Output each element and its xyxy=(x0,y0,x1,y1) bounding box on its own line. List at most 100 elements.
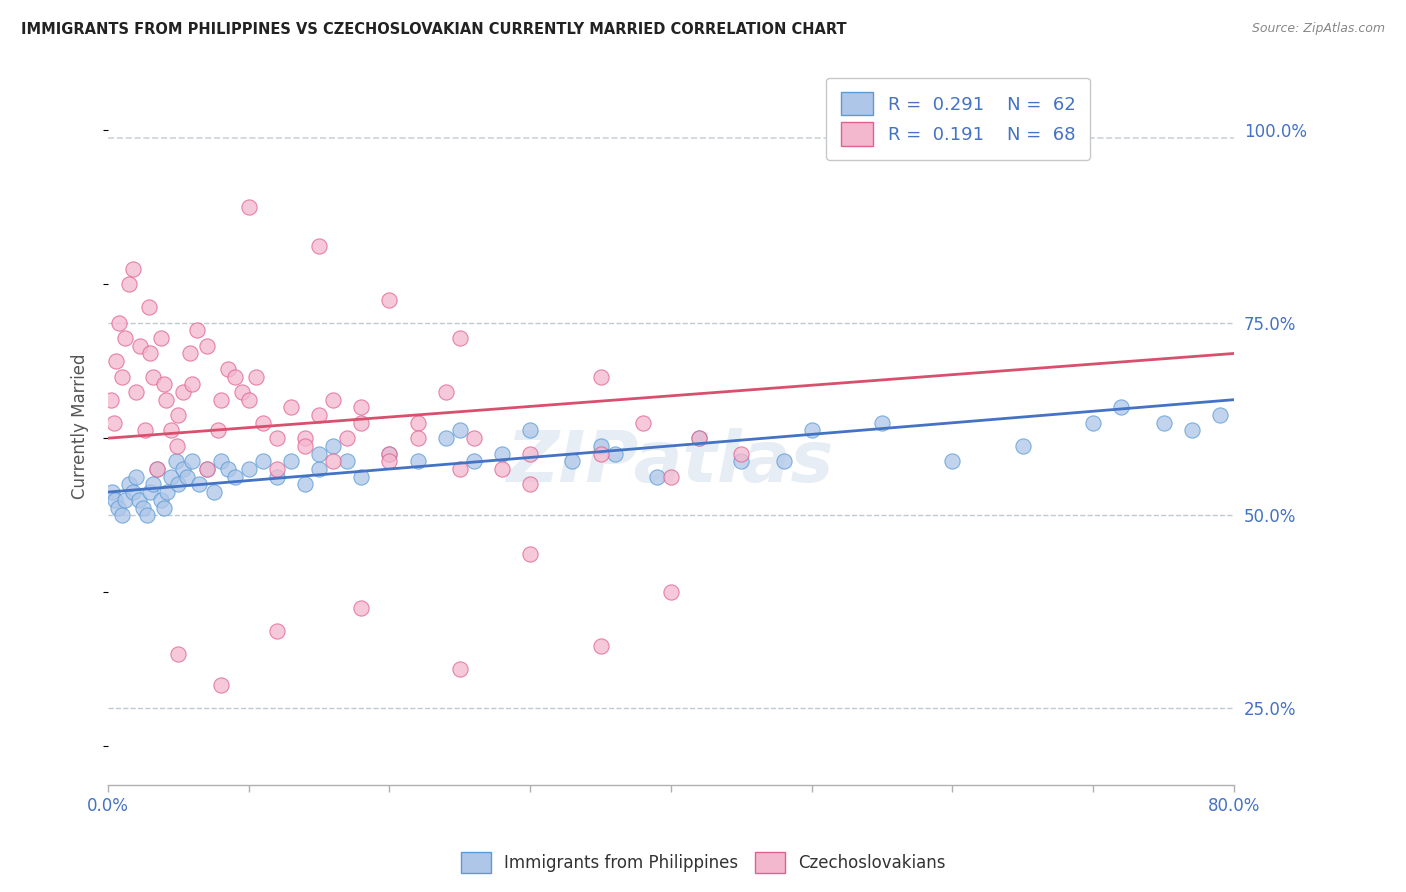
Point xyxy=(659,469,682,483)
Point xyxy=(941,454,963,468)
Point xyxy=(238,392,260,407)
Point xyxy=(336,454,359,468)
Text: ZIPatlas: ZIPatlas xyxy=(508,428,835,497)
Point xyxy=(449,462,471,476)
Point xyxy=(1011,439,1033,453)
Text: Source: ZipAtlas.com: Source: ZipAtlas.com xyxy=(1251,22,1385,36)
Point xyxy=(449,331,471,345)
Point xyxy=(434,431,457,445)
Point xyxy=(217,362,239,376)
Point xyxy=(266,624,288,638)
Point xyxy=(146,462,169,476)
Point xyxy=(100,392,122,407)
Point xyxy=(491,462,513,476)
Point xyxy=(132,500,155,515)
Point xyxy=(231,384,253,399)
Point xyxy=(406,416,429,430)
Point xyxy=(772,454,794,468)
Point xyxy=(122,261,145,276)
Point xyxy=(128,492,150,507)
Point xyxy=(238,462,260,476)
Point xyxy=(172,384,194,399)
Point xyxy=(125,469,148,483)
Point xyxy=(294,477,316,491)
Point xyxy=(181,454,204,468)
Point xyxy=(266,469,288,483)
Point xyxy=(1209,408,1232,422)
Point xyxy=(308,462,330,476)
Point xyxy=(142,477,165,491)
Point xyxy=(207,424,229,438)
Point xyxy=(589,439,612,453)
Point xyxy=(631,416,654,430)
Point xyxy=(434,384,457,399)
Point xyxy=(294,431,316,445)
Legend: Immigrants from Philippines, Czechoslovakians: Immigrants from Philippines, Czechoslova… xyxy=(454,846,952,880)
Point xyxy=(589,369,612,384)
Point xyxy=(155,392,177,407)
Point xyxy=(252,454,274,468)
Point xyxy=(139,346,162,360)
Point xyxy=(139,485,162,500)
Point xyxy=(166,439,188,453)
Point xyxy=(406,431,429,445)
Point xyxy=(519,547,541,561)
Point xyxy=(870,416,893,430)
Point xyxy=(114,331,136,345)
Point xyxy=(153,500,176,515)
Point xyxy=(688,431,710,445)
Point xyxy=(179,346,201,360)
Point xyxy=(603,447,626,461)
Point xyxy=(224,469,246,483)
Point xyxy=(111,369,134,384)
Point xyxy=(1111,401,1133,415)
Point xyxy=(195,462,218,476)
Text: IMMIGRANTS FROM PHILIPPINES VS CZECHOSLOVAKIAN CURRENTLY MARRIED CORRELATION CHA: IMMIGRANTS FROM PHILIPPINES VS CZECHOSLO… xyxy=(21,22,846,37)
Point xyxy=(118,477,141,491)
Point xyxy=(730,447,752,461)
Point xyxy=(1083,416,1105,430)
Point xyxy=(378,293,401,307)
Point xyxy=(138,300,160,314)
Point xyxy=(167,477,190,491)
Point xyxy=(165,454,187,468)
Point xyxy=(209,392,232,407)
Point xyxy=(280,454,302,468)
Point xyxy=(589,639,612,653)
Point xyxy=(160,424,183,438)
Point xyxy=(167,647,190,661)
Point xyxy=(322,439,344,453)
Point xyxy=(1153,416,1175,430)
Point xyxy=(378,447,401,461)
Point xyxy=(350,600,373,615)
Point xyxy=(153,377,176,392)
Point xyxy=(209,454,232,468)
Point xyxy=(519,447,541,461)
Point xyxy=(322,454,344,468)
Point xyxy=(186,323,208,337)
Point xyxy=(350,401,373,415)
Point xyxy=(336,431,359,445)
Point xyxy=(156,485,179,500)
Legend: R =  0.291    N =  62, R =  0.191    N =  68: R = 0.291 N = 62, R = 0.191 N = 68 xyxy=(827,78,1090,160)
Point xyxy=(103,416,125,430)
Point xyxy=(519,477,541,491)
Point xyxy=(224,369,246,384)
Point xyxy=(308,238,330,252)
Point xyxy=(294,439,316,453)
Point xyxy=(108,316,131,330)
Point xyxy=(378,454,401,468)
Point xyxy=(519,424,541,438)
Point xyxy=(308,447,330,461)
Point xyxy=(561,454,583,468)
Point xyxy=(378,447,401,461)
Point xyxy=(589,447,612,461)
Point xyxy=(209,678,232,692)
Point xyxy=(245,369,267,384)
Point xyxy=(406,454,429,468)
Point xyxy=(217,462,239,476)
Point xyxy=(659,585,682,599)
Point xyxy=(730,454,752,468)
Point xyxy=(195,339,218,353)
Point xyxy=(463,454,485,468)
